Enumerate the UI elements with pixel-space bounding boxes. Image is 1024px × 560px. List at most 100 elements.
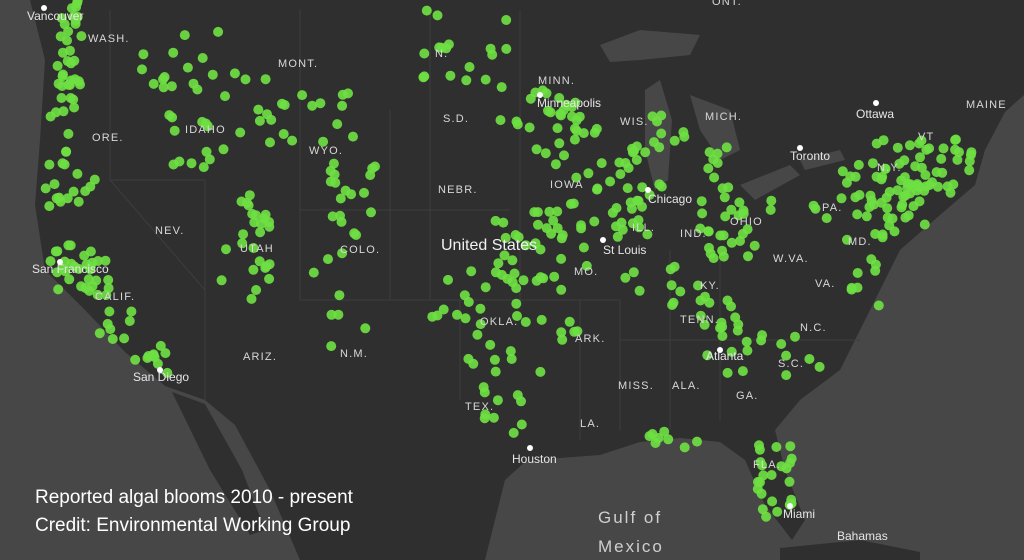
bloom-dot (480, 282, 491, 293)
bloom-dot (80, 186, 91, 197)
bloom-dot (852, 268, 863, 278)
bloom-dot (126, 306, 137, 317)
bloom-dot (781, 463, 792, 474)
state-label: WIS. (620, 116, 649, 128)
city-label: Vancouver (27, 9, 83, 23)
bloom-dot (485, 339, 496, 350)
bloom-dot (327, 211, 338, 222)
bloom-dot (158, 82, 169, 93)
bloom-dot (631, 154, 642, 165)
bloom-dot (297, 90, 308, 101)
bloom-dot (785, 441, 796, 452)
bloom-dots (40, 0, 977, 522)
bloom-dot (535, 366, 546, 377)
bloom-dot (665, 264, 676, 275)
state-label: IDAHO (185, 124, 226, 136)
bloom-dot (781, 350, 792, 361)
state-label: FLA. (753, 459, 781, 471)
bloom-dot (336, 216, 347, 227)
bloom-dot (749, 240, 760, 251)
bloom-dot (65, 240, 76, 251)
bloom-dot (556, 327, 567, 338)
state-label: MISS. (618, 380, 654, 392)
bloom-dot (315, 98, 326, 109)
bloom-dot (634, 285, 645, 296)
bloom-dot (51, 193, 62, 204)
bloom-dot (786, 453, 797, 464)
bloom-dot (915, 152, 925, 163)
bloom-dot (626, 203, 637, 214)
bloom-dot (578, 242, 589, 253)
bloom-dot (65, 93, 76, 103)
bloom-dot (964, 156, 975, 167)
bloom-dot (718, 230, 729, 241)
state-label: N.Y. (877, 162, 902, 174)
bloom-dot (318, 136, 329, 147)
bloom-dot (164, 110, 175, 121)
state-label: NEBR. (438, 184, 478, 196)
bloom-dot (490, 366, 501, 377)
bloom-dot (94, 328, 105, 339)
bloom-dot (365, 170, 376, 181)
bloom-dot (836, 193, 847, 204)
bloom-dot (570, 97, 581, 108)
bloom-dot (784, 476, 795, 487)
bloom-dot (938, 143, 949, 154)
bloom-dot (511, 116, 522, 127)
state-label: KY. (700, 280, 720, 292)
bloom-dot (576, 220, 586, 231)
bloom-dot (480, 74, 491, 85)
bloom-dot (61, 146, 72, 157)
bloom-dot (772, 506, 783, 517)
bloom-dot (544, 206, 555, 217)
bloom-dot (717, 183, 728, 194)
bloom-dot (492, 395, 503, 406)
bloom-dot (592, 184, 602, 195)
bloom-dot (702, 350, 713, 361)
bloom-dot (620, 158, 631, 168)
bloom-dot (931, 167, 942, 178)
bloom-dot (571, 172, 582, 183)
bloom-dot (174, 156, 185, 167)
bloom-dot (328, 158, 339, 169)
state-label: S.D. (443, 113, 469, 125)
city-label: Miami (783, 507, 815, 521)
bloom-dot (76, 281, 87, 292)
bloom-dot (493, 258, 504, 269)
bloom-dot (530, 238, 541, 249)
bloom-dot (861, 211, 872, 222)
caption: Credit: Environmental Working Group (35, 515, 350, 536)
bloom-dot (130, 354, 141, 365)
bloom-dot (240, 74, 251, 85)
bloom-dot (896, 175, 907, 186)
bloom-dot (692, 436, 702, 447)
city-dot (57, 259, 63, 265)
bloom-dot (642, 229, 653, 240)
bloom-dot (216, 275, 227, 286)
bloom-dot (554, 93, 565, 103)
bloom-dot (464, 62, 475, 72)
bloom-dot (850, 171, 861, 182)
bloom-dot (168, 47, 179, 58)
bloom-dot (766, 195, 777, 206)
bloom-dot (757, 460, 768, 471)
bloom-dot (326, 309, 337, 320)
bloom-dot (622, 183, 633, 194)
bloom-dot (620, 272, 631, 283)
bloom-dot (475, 303, 486, 314)
labels: WASH. MONT. N. MINN. S.D. WIS. MICH. MAINE ONT. I… (27, 0, 1006, 556)
bloom-dot (617, 224, 628, 235)
bloom-dot (761, 511, 772, 522)
bloom-dot (495, 115, 506, 126)
bloom-dot (57, 71, 68, 82)
city-label: Minneapolis (537, 96, 601, 110)
bloom-dot (204, 154, 215, 165)
bloom-dot (529, 207, 540, 218)
bloom-dot (873, 300, 884, 311)
bloom-dot (548, 215, 559, 226)
bloom-dot (326, 341, 337, 352)
city-dot (537, 92, 543, 98)
bloom-dot (767, 496, 778, 507)
bloom-dot (718, 251, 729, 262)
state-label: NEV. (155, 225, 184, 237)
